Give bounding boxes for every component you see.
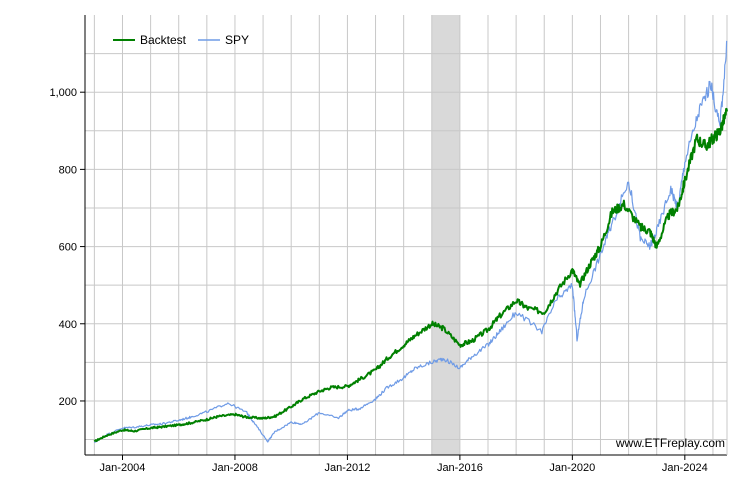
y-tick-label: 600 [59,242,77,254]
x-tick-label: Jan-2012 [324,462,370,474]
grid-layer [85,15,727,455]
legend-label-backtest: Backtest [140,33,187,47]
axis-layer: 200 400 600 800 1,000 Jan-2004 Jan-2008 Jan-201… [49,15,728,474]
x-tick-label: Jan-2020 [549,462,595,474]
series-layer [93,40,728,443]
watermark-text: www.ETFreplay.com [615,436,725,450]
series-line-backtest [93,107,728,443]
legend: Backtest SPY [113,33,249,47]
shaded-period-layer [431,15,460,455]
legend-label-spy: SPY [225,33,249,47]
shaded-period [431,15,460,455]
y-tick-label: 400 [59,319,77,331]
x-tick-label: Jan-2004 [100,462,146,474]
x-tick-label: Jan-2024 [662,462,708,474]
x-tick-label: Jan-2008 [212,462,258,474]
y-tick-label: 200 [59,396,77,408]
y-tick-label: 800 [59,164,77,176]
y-tick-label: 1,000 [49,87,77,99]
x-tick-label: Jan-2016 [437,462,483,474]
series-line-spy [93,40,728,443]
